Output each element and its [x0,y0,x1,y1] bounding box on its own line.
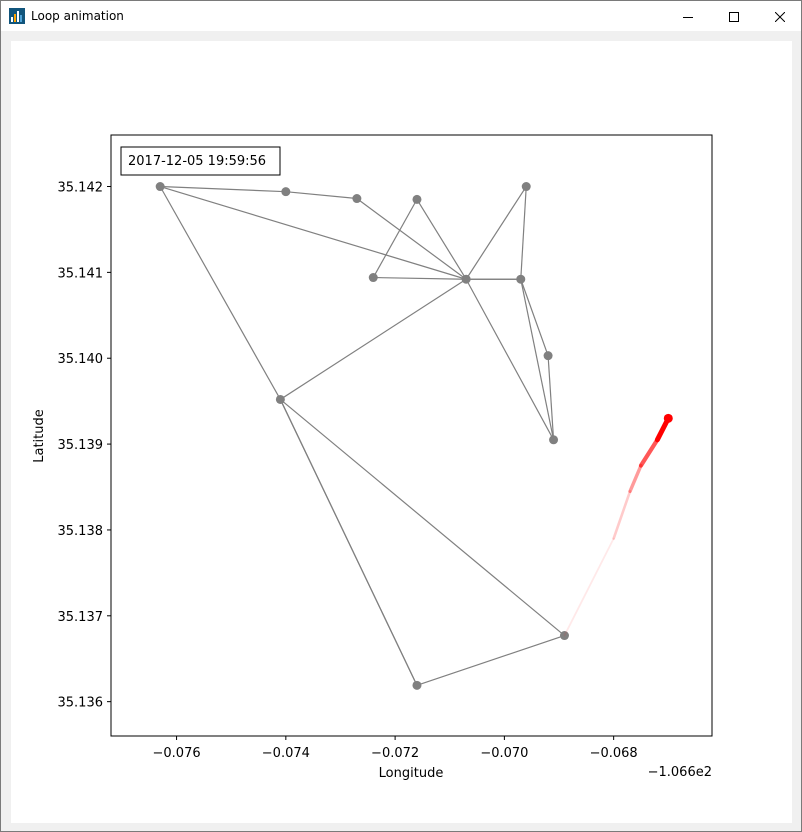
y-ticks: 35.136 35.137 35.138 35.139 35.140 35.141 35.1… [58,181,111,711]
minimize-icon [683,7,693,26]
timestamp-label: 2017-12-05 19:59:56 [128,154,266,169]
path-segment [160,185,286,193]
path-point [412,194,422,204]
trail-segment [638,437,660,468]
trail-segment [612,490,632,540]
path-segment [373,276,467,280]
y-tick-label: 35.137 [58,610,104,625]
chart: −0.076 −0.074 −0.072 −0.070 −0.068 35.13635.… [32,134,713,781]
path-segment [465,186,527,280]
path-segment [520,279,555,440]
path-segment [159,186,281,400]
path-point [549,435,559,445]
y-tick-label: 35.142 [58,181,104,196]
path-segment [372,199,418,278]
y-tick-label: 35.139 [58,438,104,453]
trail-layer [563,413,673,637]
maximize-button[interactable] [711,1,757,31]
path-segment [416,199,467,280]
x-offset-label: −1.066e2 [648,765,712,780]
window-title: Loop animation [31,9,124,23]
y-tick-label: 35.138 [58,524,104,539]
path-point [155,182,165,192]
path-point [521,182,531,192]
close-button[interactable] [757,1,802,31]
minimize-button[interactable] [665,1,711,31]
x-axis-label: Longitude [379,766,444,781]
y-axis-label: Latitude [32,409,47,463]
path-point [516,274,526,284]
maximize-icon [729,7,739,26]
close-icon [774,7,786,26]
y-tick-label: 35.140 [58,352,104,367]
y-tick-label: 35.136 [58,696,104,711]
x-ticks: −0.076 −0.074 −0.072 −0.070 −0.068 [153,736,638,761]
title-bar[interactable]: Loop animation [1,1,801,31]
path-segment [279,399,418,686]
path-segment [520,279,549,356]
path-point [281,187,291,197]
path-segment [416,634,565,686]
axes-frame [110,134,713,737]
path-point [559,631,569,641]
path-segment [280,278,467,400]
matplotlib-figure-icon [9,8,25,24]
path-segment [285,191,357,200]
path-point [352,194,362,204]
path-point [368,273,378,283]
current-position-marker [663,413,673,423]
path-segment [465,278,555,441]
timestamp-box: 2017-12-05 19:59:56 [120,146,281,176]
path-segment [520,186,527,280]
path-point [412,680,422,690]
path-point [275,394,285,404]
x-tick-label: −0.074 [262,746,310,761]
y-tick-label: 35.141 [58,266,104,281]
x-tick-label: −0.072 [371,746,419,761]
path-point [461,274,471,284]
path-layer [155,182,569,690]
path-point [543,351,553,361]
path-segment [279,398,565,637]
trail-segment [563,537,615,637]
path-segment [356,198,467,280]
x-tick-label: −0.070 [480,746,528,761]
x-tick-label: −0.068 [590,746,638,761]
path-segment [159,185,467,280]
path-segment [547,355,555,440]
figure-canvas[interactable]: −0.076 −0.074 −0.072 −0.070 −0.068 35.136 35.… [11,41,792,823]
trail-segment [628,463,643,494]
x-tick-label: −0.076 [153,746,201,761]
